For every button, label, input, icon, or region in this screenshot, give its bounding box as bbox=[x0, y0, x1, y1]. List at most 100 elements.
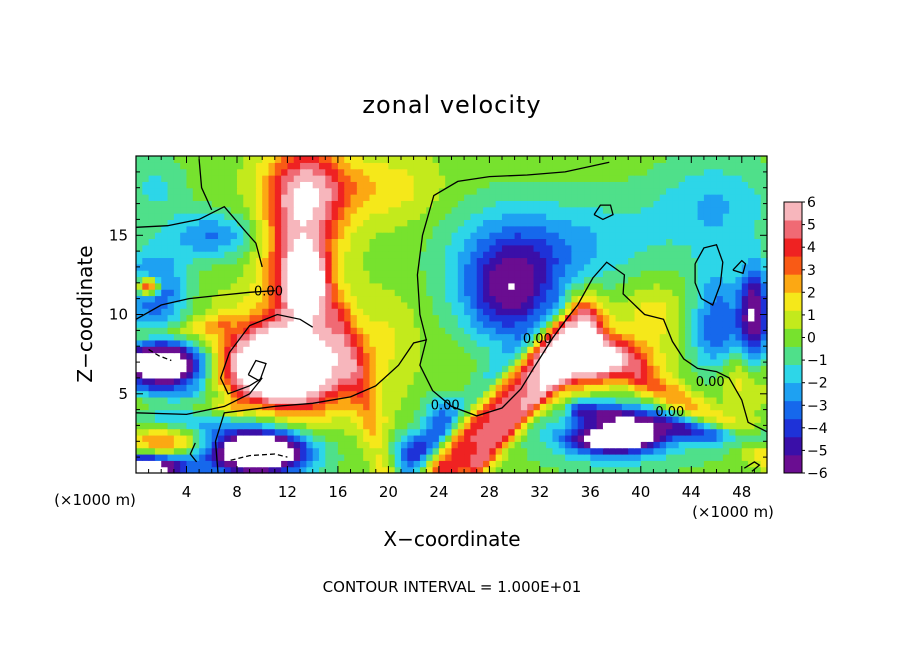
heatmap-cell bbox=[281, 270, 289, 278]
heatmap-cell bbox=[344, 238, 352, 246]
heatmap-cell bbox=[268, 244, 276, 252]
heatmap-cell bbox=[331, 466, 339, 474]
heatmap-cell bbox=[344, 428, 352, 436]
heatmap-cell bbox=[552, 238, 560, 246]
heatmap-cell bbox=[236, 194, 244, 201]
heatmap-cell bbox=[173, 314, 181, 322]
heatmap-cell bbox=[552, 244, 560, 252]
heatmap-cell bbox=[602, 187, 610, 195]
heatmap-cell bbox=[325, 320, 333, 328]
heatmap-cell bbox=[426, 263, 434, 271]
heatmap-cell bbox=[192, 396, 200, 404]
heatmap-cell bbox=[268, 200, 276, 208]
heatmap-cell bbox=[293, 447, 301, 455]
heatmap-cell bbox=[754, 466, 762, 474]
heatmap-cell bbox=[236, 270, 244, 278]
heatmap-cell bbox=[262, 390, 270, 398]
heatmap-cell bbox=[281, 352, 289, 360]
heatmap-cell bbox=[514, 156, 522, 163]
heatmap-cell bbox=[426, 333, 434, 341]
heatmap-cell bbox=[199, 358, 207, 366]
heatmap-cell bbox=[432, 225, 440, 233]
heatmap-cell bbox=[419, 263, 427, 271]
heatmap-cell bbox=[438, 333, 446, 341]
heatmap-cell bbox=[748, 219, 755, 227]
heatmap-cell bbox=[300, 213, 307, 220]
heatmap-cell bbox=[697, 371, 705, 379]
heatmap-cell bbox=[584, 396, 591, 404]
heatmap-cell bbox=[419, 206, 427, 214]
heatmap-cell bbox=[558, 162, 566, 170]
heatmap-cell bbox=[489, 181, 497, 189]
heatmap-cell bbox=[236, 232, 244, 240]
heatmap-cell bbox=[577, 434, 585, 442]
heatmap-cell bbox=[394, 238, 402, 246]
heatmap-cell bbox=[161, 263, 169, 271]
heatmap-cell bbox=[173, 352, 181, 360]
heatmap-cell bbox=[293, 219, 301, 227]
heatmap-cell bbox=[457, 390, 465, 398]
heatmap-cell bbox=[628, 156, 636, 163]
heatmap-cell bbox=[590, 238, 598, 246]
heatmap-cell bbox=[577, 244, 585, 252]
heatmap-cell bbox=[249, 295, 257, 303]
heatmap-cell bbox=[741, 327, 749, 335]
heatmap-cell bbox=[136, 352, 143, 360]
heatmap-cell bbox=[628, 415, 636, 423]
heatmap-cell bbox=[293, 162, 301, 170]
heatmap-cell bbox=[230, 168, 238, 176]
heatmap-cell bbox=[224, 396, 232, 404]
heatmap-cell bbox=[199, 466, 207, 474]
heatmap-cell bbox=[268, 346, 276, 354]
heatmap-cell bbox=[255, 371, 263, 379]
heatmap-cell bbox=[710, 441, 718, 449]
heatmap-cell bbox=[148, 441, 156, 449]
heatmap-cell bbox=[659, 358, 667, 366]
heatmap-cell bbox=[640, 251, 648, 259]
heatmap-cell bbox=[451, 422, 459, 430]
heatmap-cell bbox=[659, 219, 667, 227]
heatmap-cell bbox=[394, 175, 402, 182]
heatmap-cell bbox=[565, 409, 572, 417]
heatmap-cell bbox=[520, 244, 528, 252]
heatmap-cell bbox=[716, 428, 724, 436]
heatmap-cell bbox=[148, 447, 156, 455]
heatmap-cell bbox=[192, 339, 200, 347]
heatmap-cell bbox=[514, 276, 522, 284]
heatmap-cell bbox=[331, 282, 339, 290]
heatmap-cell bbox=[489, 263, 497, 271]
heatmap-cell bbox=[255, 219, 263, 227]
heatmap-cell bbox=[363, 200, 371, 208]
heatmap-cell bbox=[691, 194, 699, 201]
heatmap-cell bbox=[565, 276, 572, 284]
heatmap-cell bbox=[268, 289, 276, 297]
heatmap-cell bbox=[413, 251, 421, 259]
heatmap-cell bbox=[262, 460, 270, 468]
heatmap-cell bbox=[331, 219, 339, 227]
heatmap-cell bbox=[262, 434, 270, 442]
heatmap-cell bbox=[621, 415, 629, 423]
heatmap-cell bbox=[148, 390, 156, 398]
heatmap-cell bbox=[735, 200, 743, 208]
heatmap-cell bbox=[262, 156, 270, 163]
heatmap-cell bbox=[476, 428, 484, 436]
heatmap-cell bbox=[287, 346, 295, 354]
heatmap-cell bbox=[192, 244, 200, 252]
heatmap-cell bbox=[394, 263, 402, 271]
heatmap-cell bbox=[199, 346, 207, 354]
heatmap-cell bbox=[274, 339, 282, 347]
heatmap-cell bbox=[539, 206, 547, 214]
heatmap-cell bbox=[615, 320, 623, 328]
heatmap-cell bbox=[148, 289, 156, 297]
heatmap-cell bbox=[716, 365, 724, 373]
heatmap-cell bbox=[211, 346, 219, 354]
heatmap-cell bbox=[262, 396, 270, 404]
heatmap-cell bbox=[281, 333, 289, 341]
heatmap-cell bbox=[388, 156, 396, 163]
heatmap-cell bbox=[577, 257, 585, 265]
heatmap-cell bbox=[388, 428, 396, 436]
heatmap-cell bbox=[659, 333, 667, 341]
heatmap-cell bbox=[382, 339, 389, 347]
heatmap-cell bbox=[653, 168, 661, 176]
heatmap-cell bbox=[640, 453, 648, 461]
